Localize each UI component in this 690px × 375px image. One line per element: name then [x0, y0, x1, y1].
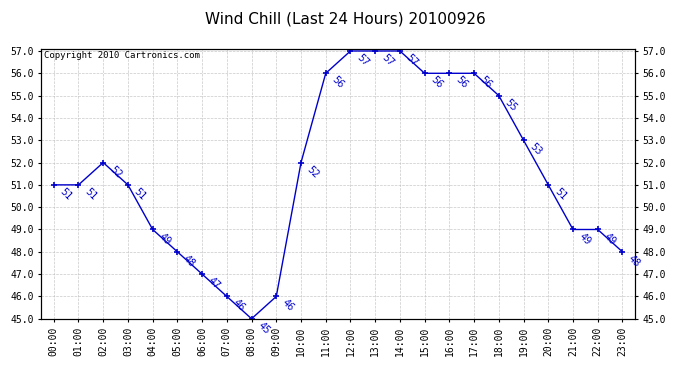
- Text: 57: 57: [380, 53, 395, 68]
- Text: 49: 49: [157, 231, 172, 247]
- Text: 46: 46: [231, 298, 247, 314]
- Text: 48: 48: [181, 253, 197, 269]
- Text: 53: 53: [528, 142, 544, 158]
- Text: 48: 48: [627, 253, 642, 269]
- Text: 57: 57: [355, 53, 371, 68]
- Text: 56: 56: [330, 75, 346, 90]
- Text: 56: 56: [478, 75, 494, 90]
- Text: 52: 52: [108, 164, 124, 180]
- Text: 51: 51: [58, 186, 74, 202]
- Text: Copyright 2010 Cartronics.com: Copyright 2010 Cartronics.com: [44, 51, 200, 60]
- Text: 49: 49: [602, 231, 618, 247]
- Text: 45: 45: [256, 320, 272, 336]
- Text: 57: 57: [404, 53, 420, 68]
- Text: 46: 46: [280, 298, 296, 314]
- Text: 55: 55: [503, 97, 519, 113]
- Text: Wind Chill (Last 24 Hours) 20100926: Wind Chill (Last 24 Hours) 20100926: [205, 11, 485, 26]
- Text: 51: 51: [83, 186, 99, 202]
- Text: 52: 52: [305, 164, 321, 180]
- Text: 56: 56: [453, 75, 469, 90]
- Text: 56: 56: [428, 75, 444, 90]
- Text: 47: 47: [206, 276, 222, 291]
- Text: 49: 49: [577, 231, 593, 247]
- Text: 51: 51: [553, 186, 569, 202]
- Text: 51: 51: [132, 186, 148, 202]
